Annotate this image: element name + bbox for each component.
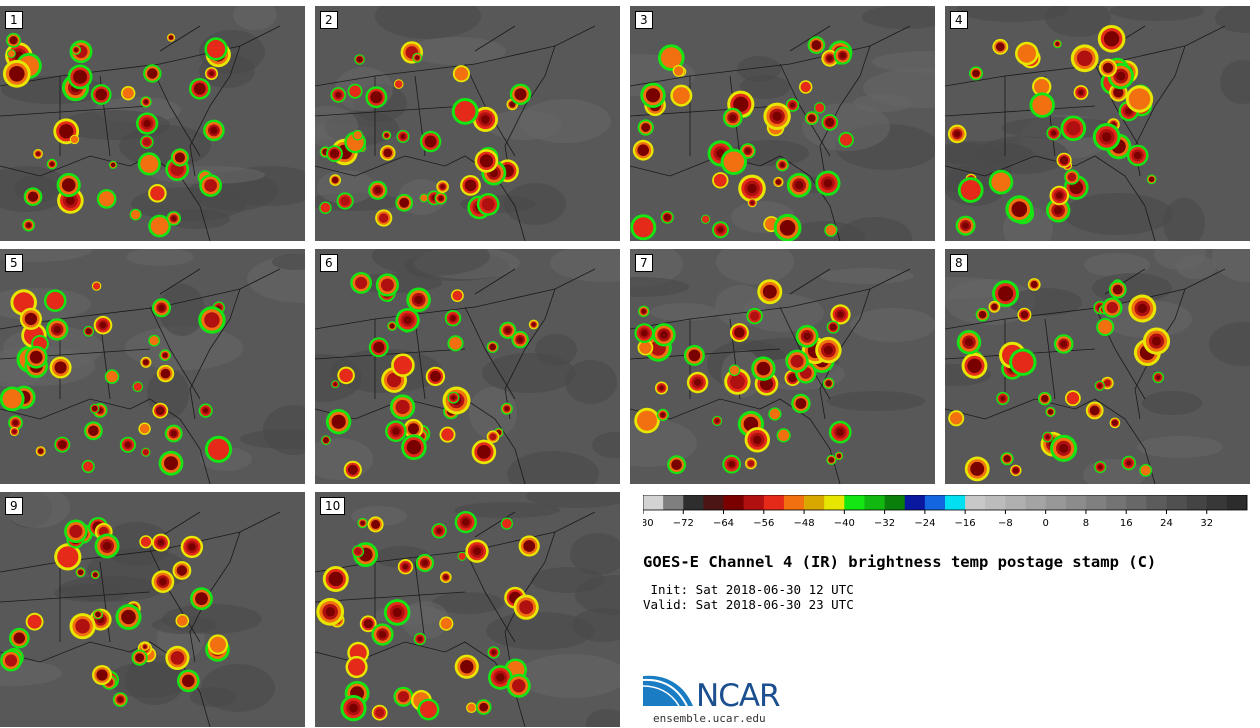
colorbar-segment — [1025, 495, 1046, 510]
satellite-map — [630, 249, 935, 484]
colorbar-segment — [985, 495, 1006, 510]
colorbar-segment — [1065, 495, 1087, 510]
colorbar-tick-label: −40 — [834, 518, 855, 529]
member-number-label: 3 — [635, 11, 653, 29]
colorbar-segment — [884, 495, 906, 510]
colorbar-segment — [1166, 495, 1187, 510]
ensemble-member-panel: 3 — [630, 6, 935, 241]
member-number-label: 6 — [320, 254, 338, 272]
colorbar-segment — [783, 495, 805, 510]
member-number-label: 5 — [5, 254, 23, 272]
colorbar-segment — [864, 495, 885, 510]
ensemble-member-panel: 5 — [0, 249, 305, 484]
member-number-label: 1 — [5, 11, 23, 29]
colorbar-tick-label: −32 — [874, 518, 895, 529]
colorbar-tick-label: −56 — [753, 518, 774, 529]
init-time: Init: Sat 2018-06-30 12 UTC — [643, 582, 854, 597]
satellite-map — [0, 249, 305, 484]
colorbar-tick-label: 8 — [1083, 518, 1089, 529]
ensemble-member-panel: 4 — [945, 6, 1250, 241]
colorbar-segment — [965, 495, 986, 510]
ensemble-member-panel: 1 — [0, 6, 305, 241]
colorbar-segment — [844, 495, 865, 510]
colorbar-segment — [804, 495, 825, 510]
colorbar-segment — [824, 495, 845, 510]
colorbar-tick-label: −80 — [643, 518, 654, 529]
figure-title: GOES-E Channel 4 (IR) brightness temp po… — [643, 553, 1157, 571]
member-number-label: 8 — [950, 254, 968, 272]
colorbar-segment — [743, 495, 765, 510]
colorbar-tick-label: −24 — [914, 518, 935, 529]
ncar-logo — [643, 675, 693, 707]
ensemble-member-panel: 10 — [315, 492, 620, 727]
colorbar-segment — [1126, 495, 1147, 510]
satellite-map — [315, 6, 620, 241]
colorbar-segment — [1206, 495, 1228, 510]
colorbar-segment — [723, 495, 744, 510]
colorbar-tick-label: −8 — [998, 518, 1013, 529]
colorbar-tick-label: −48 — [794, 518, 815, 529]
colorbar-tick-label: −72 — [673, 518, 694, 529]
ensemble-member-panel: 6 — [315, 249, 620, 484]
colorbar-segment — [1085, 495, 1107, 510]
satellite-map — [315, 249, 620, 484]
member-number-label: 2 — [320, 11, 338, 29]
ensemble-member-panel: 7 — [630, 249, 935, 484]
ensemble-member-panel: 9 — [0, 492, 305, 727]
colorbar-segment — [1226, 495, 1248, 510]
ensemble-member-panel: 8 — [945, 249, 1250, 484]
member-number-label: 7 — [635, 254, 653, 272]
satellite-map — [0, 492, 305, 727]
colorbar-segment — [1186, 495, 1208, 510]
colorbar-segment — [703, 495, 724, 510]
colorbar-tick-label: 16 — [1120, 518, 1133, 529]
colorbar-segment — [763, 495, 785, 510]
colorbar-tick-label: −64 — [713, 518, 734, 529]
satellite-map — [315, 492, 620, 727]
colorbar-segment — [1045, 495, 1067, 510]
colorbar-segment — [1146, 495, 1167, 510]
satellite-map — [945, 6, 1250, 241]
ncar-logo-text: NCAR — [696, 678, 781, 714]
member-number-label: 10 — [320, 497, 346, 515]
colorbar-segment — [663, 495, 684, 510]
colorbar-segment — [924, 495, 946, 510]
valid-time: Valid: Sat 2018-06-30 23 UTC — [643, 597, 854, 612]
colorbar-tick-label: −16 — [955, 518, 976, 529]
colorbar-segment — [643, 495, 664, 510]
ensemble-member-panel: 2 — [315, 6, 620, 241]
satellite-map — [0, 6, 305, 241]
colorbar-segment — [945, 495, 966, 510]
colorbar-segment — [1005, 495, 1026, 510]
satellite-map — [630, 6, 935, 241]
ensemble-url: ensemble.ucar.edu — [653, 712, 766, 725]
colorbar-tick-label: 24 — [1160, 518, 1173, 529]
colorbar-segment — [1106, 495, 1127, 510]
colorbar-tick-label: 0 — [1043, 518, 1049, 529]
colorbar-segment — [904, 495, 926, 510]
satellite-map — [945, 249, 1250, 484]
colorbar-tick-label: 32 — [1200, 518, 1213, 529]
member-number-label: 9 — [5, 497, 23, 515]
colorbar-segment — [683, 495, 704, 510]
member-number-label: 4 — [950, 11, 968, 29]
